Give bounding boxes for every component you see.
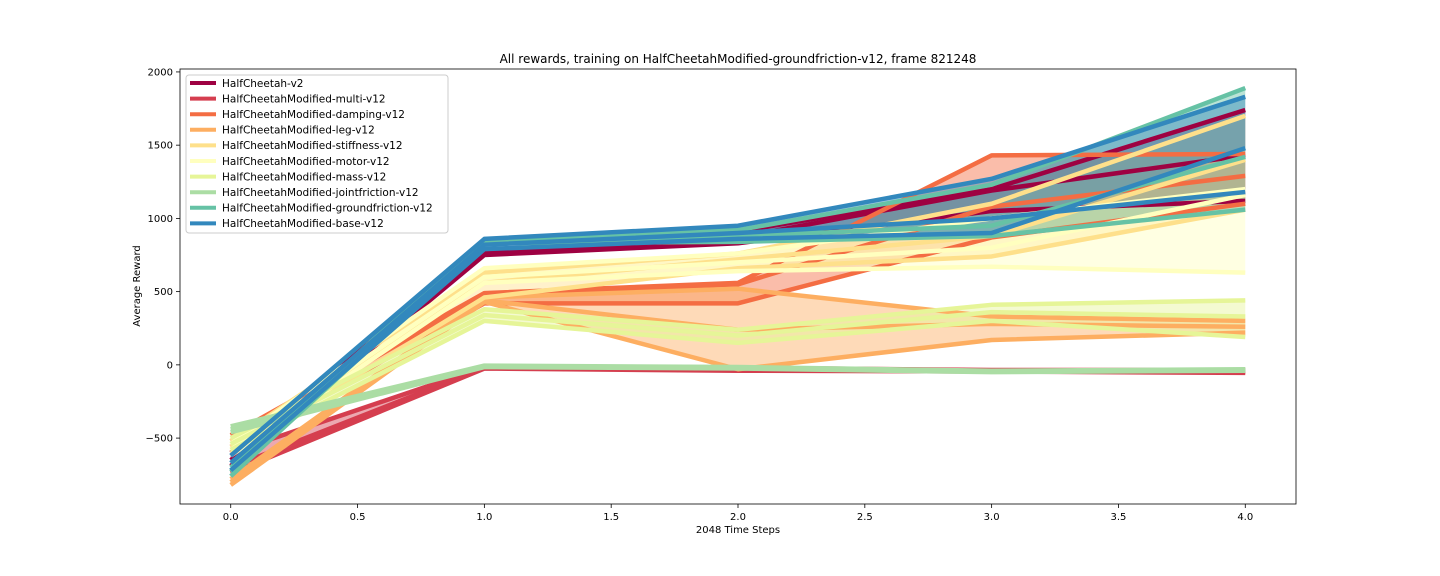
legend-label-2: HalfCheetahModified-damping-v12 — [222, 109, 405, 121]
x-tick-label: 4.0 — [1237, 512, 1253, 523]
y-tick-label: 2000 — [148, 67, 173, 78]
x-axis-ticks: 0.0 0.5 1.0 1.5 2.0 2.5 3.0 3.5 4.0 — [223, 504, 1253, 523]
legend-label-7: HalfCheetahModified-jointfriction-v12 — [222, 187, 419, 199]
x-axis-label: 2048 Time Steps — [696, 525, 780, 536]
x-tick-label: 1.0 — [476, 512, 492, 523]
x-tick-label: 2.5 — [857, 512, 873, 523]
y-axis-ticks: −500 0 500 1000 1500 2000 — [146, 67, 180, 445]
series-line-mean-5 — [229, 192, 1246, 452]
y-axis-label: Average Reward — [132, 245, 143, 326]
x-tick-label: 0.0 — [223, 512, 239, 523]
x-tick-label: 2.0 — [730, 512, 746, 523]
series-line-lower-4 — [229, 207, 1246, 455]
legend-label-5: HalfCheetahModified-motor-v12 — [222, 156, 390, 168]
y-tick-label: 1500 — [148, 141, 173, 152]
legend-box — [185, 74, 449, 234]
series-line-mean-2 — [229, 173, 1246, 443]
series-line-upper-9 — [229, 94, 1246, 458]
x-tick-label: 1.5 — [603, 512, 619, 523]
legend-label-3: HalfCheetahModified-leg-v12 — [222, 125, 375, 137]
x-tick-label: 3.0 — [984, 512, 1000, 523]
legend: HalfCheetah-v2 HalfCheetahModified-multi-… — [185, 74, 449, 234]
x-tick-label: 0.5 — [350, 512, 366, 523]
y-tick-label: 500 — [154, 287, 173, 298]
series-line-upper-6 — [229, 298, 1246, 441]
legend-label-9: HalfCheetahModified-base-v12 — [222, 218, 384, 230]
series-line-mean-6 — [229, 309, 1246, 446]
series-lines — [229, 85, 1247, 487]
series-line-lower-6 — [229, 318, 1246, 452]
legend-label-6: HalfCheetahModified-mass-v12 — [222, 171, 386, 183]
legend-label-8: HalfCheetahModified-groundfriction-v12 — [222, 203, 433, 215]
chart-title: All rewards, training on HalfCheetahModi… — [500, 52, 977, 66]
series-line-lower-9 — [229, 145, 1246, 473]
y-tick-label: 0 — [167, 360, 173, 371]
y-tick-label: −500 — [146, 434, 173, 445]
series-band-0 — [230, 110, 1246, 466]
series-line-lower-5 — [229, 264, 1246, 458]
y-tick-label: 1000 — [148, 214, 173, 225]
legend-label-4: HalfCheetahModified-stiffness-v12 — [222, 140, 403, 152]
series-line-mean-9 — [229, 189, 1246, 465]
legend-label-0: HalfCheetah-v2 — [222, 78, 303, 90]
x-tick-label: 3.5 — [1111, 512, 1127, 523]
legend-label-1: HalfCheetahModified-multi-v12 — [222, 93, 386, 105]
series-line-mean-7 — [230, 364, 1246, 432]
